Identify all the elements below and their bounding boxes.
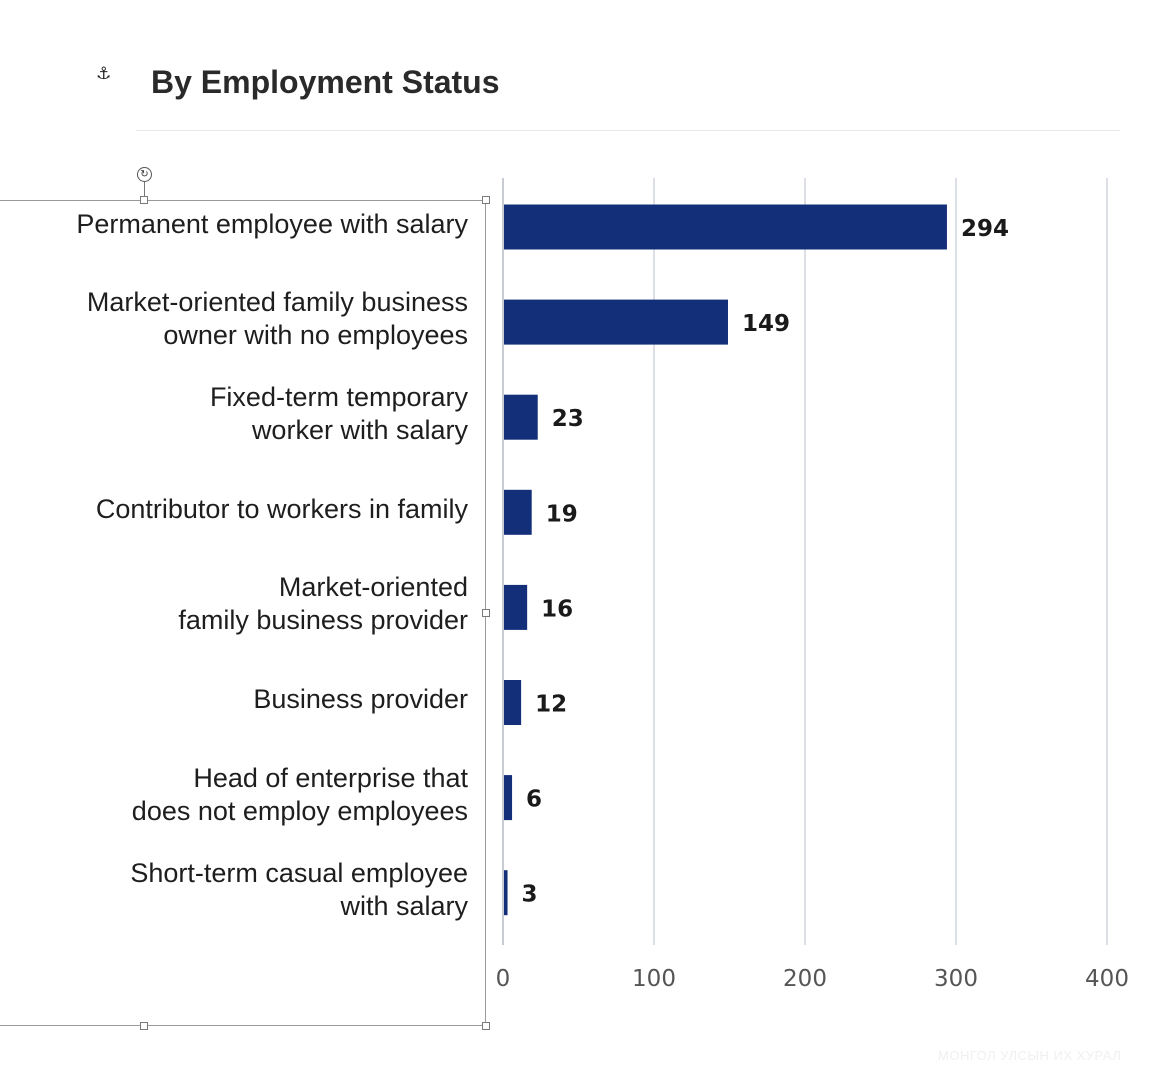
bar-value-label: 6 <box>526 787 542 813</box>
resize-handle-bottom-right[interactable] <box>482 1022 490 1030</box>
watermark-text: МОНГОЛ УЛСЫН ИХ ХУРАЛ <box>938 1048 1122 1063</box>
x-tick-label: 100 <box>632 966 676 992</box>
bar-value-label: 23 <box>552 406 584 432</box>
bar <box>504 680 522 725</box>
resize-handle-top-middle[interactable] <box>140 196 148 204</box>
bar-value-label: 19 <box>546 501 578 527</box>
category-label: Short-term casual employee with salary <box>130 857 468 921</box>
title-divider <box>136 130 1120 131</box>
category-label: Market-oriented family business provider <box>178 572 468 636</box>
rotate-icon[interactable]: ↻ <box>137 167 152 182</box>
category-label: Contributor to workers in family <box>95 493 468 524</box>
bar-value-label: 149 <box>742 311 790 337</box>
category-label: Business provider <box>253 684 468 714</box>
rotate-handle-stem <box>144 182 145 196</box>
category-label: Head of enterprise that does not employ … <box>131 762 468 826</box>
resize-handle-middle-right[interactable] <box>482 609 490 617</box>
bar <box>504 775 513 821</box>
bar <box>504 870 508 916</box>
resize-handle-top-right[interactable] <box>482 196 490 204</box>
bar-value-label: 12 <box>535 692 567 718</box>
bar <box>504 584 528 630</box>
category-label: Permanent employee with salary <box>76 208 468 239</box>
bar <box>504 489 532 535</box>
page-title: By Employment Status <box>151 64 500 100</box>
bar-value-label: 294 <box>961 216 1009 242</box>
bar <box>504 204 947 250</box>
x-tick-label: 400 <box>1085 966 1129 992</box>
x-tick-label: 300 <box>934 966 978 992</box>
bar <box>504 299 728 345</box>
resize-handle-bottom-middle[interactable] <box>140 1022 148 1030</box>
x-tick-label: 200 <box>783 966 827 992</box>
anchor-icon: ⚓ <box>96 64 112 84</box>
bar-value-label: 3 <box>522 882 538 908</box>
x-tick-label: 0 <box>496 966 511 992</box>
bar-value-label: 16 <box>541 596 573 622</box>
bar <box>504 394 538 440</box>
category-label: Fixed-term temporary worker with salary <box>209 382 468 446</box>
category-label: Market-oriented family business owner wi… <box>86 287 468 351</box>
